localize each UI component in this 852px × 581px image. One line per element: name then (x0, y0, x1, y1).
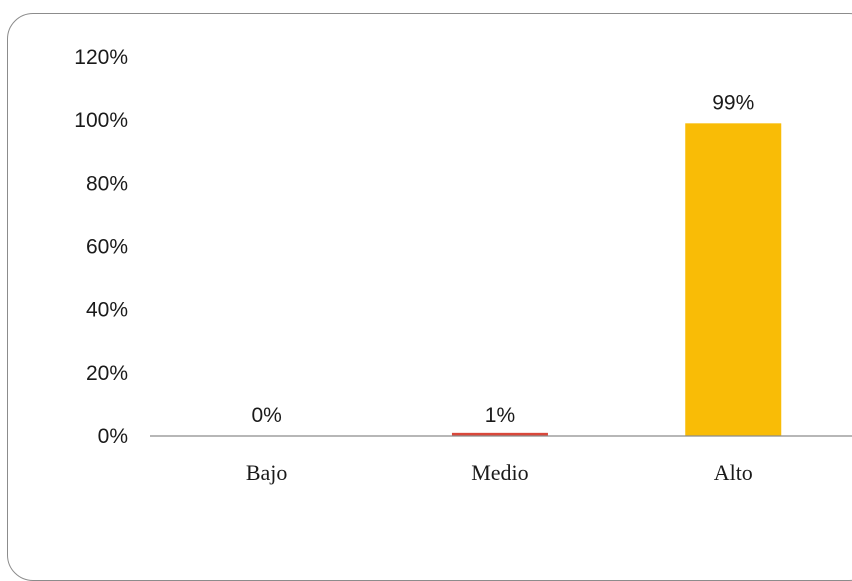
y-tick-label: 0% (98, 425, 128, 448)
bar-alto (685, 123, 782, 436)
y-tick-label: 20% (86, 362, 128, 385)
y-axis-ticks: 0% 20% 40% 60% 80% 100% 120% (74, 46, 128, 448)
y-tick-label: 120% (74, 46, 128, 69)
data-labels: 0% 1% 99% (251, 91, 754, 427)
y-tick-label: 60% (86, 236, 128, 259)
y-tick-label: 100% (74, 109, 128, 132)
bar-chart: 0% 20% 40% 60% 80% 100% 120% Bajo Medio Alto 0% 1… (74, 46, 852, 485)
data-label: 99% (712, 91, 754, 114)
x-axis-categories: Bajo Medio Alto (246, 460, 753, 485)
x-category-label: Alto (714, 460, 753, 485)
y-tick-label: 40% (86, 299, 128, 322)
data-label: 1% (485, 404, 515, 427)
bars (451, 123, 782, 436)
data-label: 0% (251, 404, 281, 427)
y-tick-label: 80% (86, 172, 128, 195)
x-category-label: Bajo (246, 460, 288, 485)
bar-medio (451, 432, 548, 436)
x-category-label: Medio (471, 460, 528, 485)
